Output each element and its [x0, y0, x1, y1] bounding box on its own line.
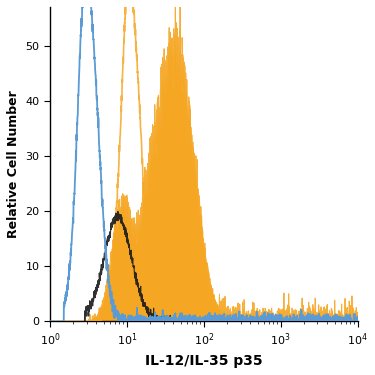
Y-axis label: Relative Cell Number: Relative Cell Number — [7, 90, 20, 238]
X-axis label: IL-12/IL-35 p35: IL-12/IL-35 p35 — [145, 354, 262, 368]
